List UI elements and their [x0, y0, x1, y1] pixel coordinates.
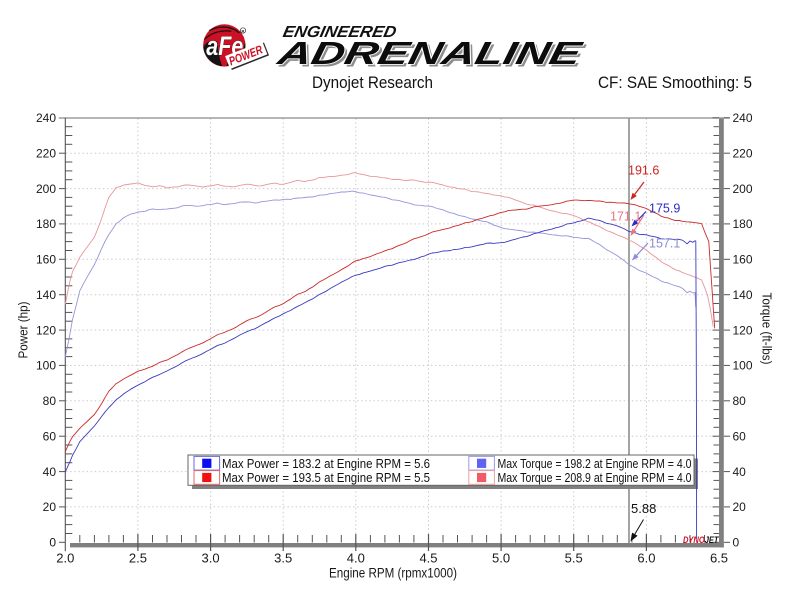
- svg-text:Max Torque = 208.9 at Engine R: Max Torque = 208.9 at Engine RPM = 4.0: [498, 470, 692, 485]
- svg-text:ENGINEERED: ENGINEERED: [281, 23, 398, 41]
- svg-text:Dynojet Research: Dynojet Research: [312, 73, 433, 92]
- svg-text:100: 100: [733, 359, 753, 373]
- svg-text:6.0: 6.0: [637, 551, 655, 566]
- svg-text:220: 220: [733, 146, 753, 160]
- svg-text:180: 180: [733, 217, 753, 231]
- svg-text:40: 40: [43, 465, 57, 479]
- svg-text:R: R: [242, 28, 245, 33]
- svg-text:180: 180: [36, 217, 56, 231]
- svg-text:aFe: aFe: [206, 31, 243, 61]
- svg-text:157.1: 157.1: [649, 237, 680, 251]
- svg-text:6.5: 6.5: [710, 551, 728, 566]
- svg-text:80: 80: [733, 394, 747, 408]
- svg-text:200: 200: [733, 182, 753, 196]
- svg-text:5.5: 5.5: [565, 551, 583, 566]
- svg-text:Max Power = 183.2 at Engine RP: Max Power = 183.2 at Engine RPM = 5.6: [222, 456, 430, 471]
- svg-text:120: 120: [733, 323, 753, 337]
- svg-text:ADRENALINE: ADRENALINE: [274, 35, 587, 71]
- svg-text:140: 140: [36, 288, 56, 302]
- svg-text:2.5: 2.5: [129, 551, 147, 566]
- svg-text:4.0: 4.0: [347, 551, 365, 566]
- svg-text:Torque (ft-lbs): Torque (ft-lbs): [760, 293, 774, 365]
- svg-text:Power (hp): Power (hp): [17, 302, 31, 359]
- svg-text:240: 240: [36, 111, 56, 125]
- svg-text:200: 200: [36, 182, 56, 196]
- svg-text:60: 60: [43, 429, 57, 443]
- svg-text:0: 0: [733, 536, 740, 550]
- svg-text:160: 160: [36, 253, 56, 267]
- svg-text:100: 100: [36, 359, 56, 373]
- svg-text:0: 0: [49, 536, 56, 550]
- svg-text:CF: SAE Smoothing: 5: CF: SAE Smoothing: 5: [598, 73, 752, 92]
- svg-text:ADRENALINE: ADRENALINE: [276, 38, 589, 74]
- svg-text:Max Torque = 198.2 at Engine R: Max Torque = 198.2 at Engine RPM = 4.0: [498, 456, 692, 471]
- svg-text:140: 140: [733, 288, 753, 302]
- svg-text:160: 160: [733, 253, 753, 267]
- svg-text:5.88: 5.88: [631, 501, 656, 516]
- svg-text:3.0: 3.0: [202, 551, 220, 566]
- svg-text:120: 120: [36, 323, 56, 337]
- svg-text:Engine RPM (rpmx1000): Engine RPM (rpmx1000): [329, 566, 457, 581]
- svg-text:4.5: 4.5: [419, 551, 437, 566]
- svg-text:Max Power = 193.5 at Engine RP: Max Power = 193.5 at Engine RPM = 5.5: [222, 470, 430, 485]
- svg-text:2.0: 2.0: [56, 551, 74, 566]
- svg-text:175.9: 175.9: [649, 202, 680, 216]
- svg-text:80: 80: [43, 394, 57, 408]
- svg-text:60: 60: [733, 429, 747, 443]
- svg-text:191.6: 191.6: [628, 164, 659, 178]
- svg-text:171.1: 171.1: [610, 210, 641, 224]
- svg-text:20: 20: [733, 500, 747, 514]
- svg-text:40: 40: [733, 465, 747, 479]
- svg-text:20: 20: [43, 500, 57, 514]
- svg-text:DYNOJET: DYNOJET: [683, 535, 719, 546]
- svg-text:220: 220: [36, 146, 56, 160]
- svg-text:3.5: 3.5: [274, 551, 292, 566]
- svg-text:240: 240: [733, 111, 753, 125]
- svg-text:5.0: 5.0: [492, 551, 510, 566]
